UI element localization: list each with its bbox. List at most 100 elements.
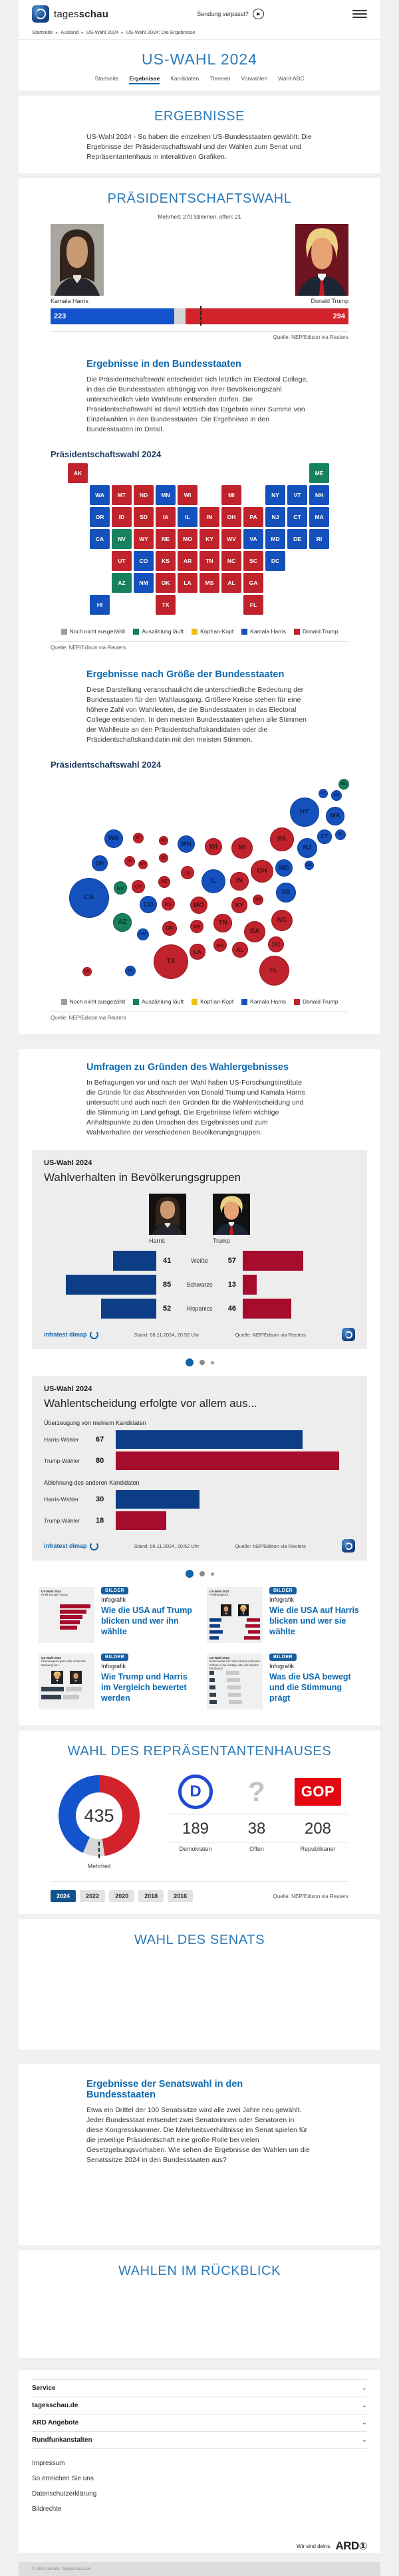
state-tile-NM[interactable]: NM (134, 573, 154, 593)
state-tile-CO[interactable]: CO (134, 551, 154, 571)
state-tile-OR[interactable]: OR (90, 507, 110, 527)
state-bubble-SD[interactable]: SD (158, 853, 169, 863)
state-bubble-WI[interactable]: WI (205, 838, 222, 855)
footer-accordion-tagesschaude[interactable]: tagesschau.de ⌄ (32, 2397, 367, 2414)
state-bubble-LA[interactable]: LA (190, 944, 205, 960)
state-tile-NE[interactable]: NE (156, 529, 176, 549)
state-tile-CA[interactable]: CA (90, 529, 110, 549)
state-bubble-AZ[interactable]: AZ (113, 913, 132, 932)
tab-ergebnisse[interactable]: Ergebnisse (129, 75, 160, 84)
state-tile-FL[interactable]: FL (243, 595, 263, 615)
state-bubble-MA[interactable]: MA (326, 807, 344, 825)
tab-kandidaten[interactable]: Kandidaten (170, 75, 200, 82)
state-tile-OH[interactable]: OH (221, 507, 241, 527)
state-tile-OK[interactable]: OK (156, 573, 176, 593)
state-tile-NH[interactable]: NH (309, 485, 329, 505)
breadcrumb-link[interactable]: Startseite (32, 29, 53, 35)
breadcrumb-link[interactable]: US-Wahl 2024 (86, 29, 119, 35)
state-bubble-WV[interactable]: WV (252, 894, 264, 906)
state-tile-VA[interactable]: VA (243, 529, 263, 549)
carousel-dot[interactable] (199, 1360, 205, 1365)
state-tile-HI[interactable]: HI (90, 595, 110, 615)
state-bubble-TN[interactable]: TN (213, 914, 232, 932)
state-tile-MT[interactable]: MT (112, 485, 132, 505)
state-tile-AZ[interactable]: AZ (112, 573, 132, 593)
teaser-item[interactable]: US-Wahl 2024 Profil Donald Trump BILDER Inf… (39, 1587, 192, 1643)
state-tile-KS[interactable]: KS (156, 551, 176, 571)
state-bubble-MS[interactable]: MS (213, 938, 227, 952)
state-bubble-MI[interactable]: MI (231, 837, 253, 859)
carousel-dot[interactable] (210, 1360, 214, 1364)
year-tab-2024[interactable]: 2024 (51, 1890, 76, 1902)
state-tile-UT[interactable]: UT (112, 551, 132, 571)
state-tile-SD[interactable]: SD (134, 507, 154, 527)
tab-startseite[interactable]: Startseite (94, 75, 119, 82)
state-tile-WV[interactable]: WV (221, 529, 241, 549)
teaser-item[interactable]: US-Wahl 2024 Profilvergleich BILDER Infogra… (207, 1587, 360, 1643)
state-tile-GA[interactable]: GA (243, 573, 263, 593)
state-bubble-NE[interactable]: NE (158, 875, 171, 889)
state-tile-IL[interactable]: IL (178, 507, 198, 527)
state-bubble-NV[interactable]: NV (114, 881, 127, 895)
footer-link-soerreichensieuns[interactable]: So erreichen Sie uns (32, 2475, 94, 2482)
state-bubble-CA[interactable]: CA (68, 877, 110, 918)
menu-icon[interactable] (352, 10, 367, 18)
state-bubble-WY[interactable]: WY (138, 859, 148, 870)
state-tile-IA[interactable]: IA (156, 507, 176, 527)
state-bubble-CT[interactable]: CT (317, 829, 332, 844)
footer-link-datenschutzerklrung[interactable]: Datenschutzerklärung (32, 2490, 97, 2498)
state-tile-TN[interactable]: TN (200, 551, 219, 571)
state-tile-WI[interactable]: WI (178, 485, 198, 505)
state-bubble-AK[interactable]: AK (82, 966, 92, 977)
state-tile-CT[interactable]: CT (287, 507, 307, 527)
state-bubble-ME[interactable]: ME (338, 778, 350, 790)
state-tile-AL[interactable]: AL (221, 573, 241, 593)
infographic-demographics[interactable]: US-Wahl 2024 Wahlverhalten in Bevölkerun… (32, 1150, 367, 1349)
state-bubble-NY[interactable]: NY (290, 798, 319, 827)
state-bubble-ND[interactable]: ND (158, 835, 169, 846)
footer-accordion-rundfunkanstalten[interactable]: Rundfunkanstalten ⌄ (32, 2431, 367, 2449)
tagesschau-logo[interactable]: tagesschau (32, 5, 108, 23)
sendung-verpasst-link[interactable]: Sendung verpasst? ▶ (197, 9, 264, 19)
state-tile-AR[interactable]: AR (178, 551, 198, 571)
state-tile-NY[interactable]: NY (265, 485, 285, 505)
state-tile-NJ[interactable]: NJ (265, 507, 285, 527)
state-bubble-FL[interactable]: FL (259, 955, 289, 986)
footer-accordion-ardangebote[interactable]: ARD Angebote ⌄ (32, 2414, 367, 2431)
state-bubble-IL[interactable]: IL (201, 869, 225, 893)
tab-vorwahlen[interactable]: Vorwahlen (241, 75, 268, 82)
breadcrumb-link[interactable]: US-Wahl 2024: Die Ergebnisse (126, 29, 196, 35)
breadcrumb-link[interactable]: Ausland (61, 29, 79, 35)
carousel-dot[interactable] (199, 1571, 205, 1576)
state-bubble-OR[interactable]: OR (92, 855, 108, 871)
state-bubble-AR[interactable]: AR (190, 920, 203, 933)
state-bubble-PA[interactable]: PA (270, 827, 294, 851)
state-bubble-NM[interactable]: NM (136, 928, 150, 941)
teaser-item[interactable]: US-Wahl 2024 Überwiegend gute oder schlec… (39, 1654, 192, 1709)
state-bubble-UT[interactable]: UT (132, 880, 145, 893)
state-bubble-NH[interactable]: NH (331, 790, 342, 802)
state-bubble-IN[interactable]: IN (230, 872, 249, 891)
teaser-item[interactable]: US-Wahl 2024 Entscheidet sich das Land au… (207, 1654, 360, 1709)
state-tile-WY[interactable]: WY (134, 529, 154, 549)
state-tile-LA[interactable]: LA (178, 573, 198, 593)
state-bubble-NC[interactable]: NC (271, 909, 293, 932)
infographic-decision[interactable]: US-Wahl 2024 Wahlentscheidung erfolgte v… (32, 1376, 367, 1560)
state-tile-ME[interactable]: ME (309, 463, 329, 483)
state-tile-MA[interactable]: MA (309, 507, 329, 527)
footer-link-impressum[interactable]: Impressum (32, 2460, 65, 2467)
state-bubble-MN[interactable]: MN (178, 835, 195, 853)
footer-accordion-service[interactable]: Service ⌄ (32, 2379, 367, 2397)
state-bubble-RI[interactable]: RI (334, 829, 346, 841)
state-tile-DC[interactable]: DC (265, 551, 285, 571)
state-bubble-HI[interactable]: HI (124, 965, 136, 977)
state-bubble-NJ[interactable]: NJ (297, 837, 318, 859)
state-tile-NV[interactable]: NV (112, 529, 132, 549)
state-bubble-MD[interactable]: MD (275, 859, 293, 877)
state-bubble-KY[interactable]: KY (231, 897, 247, 913)
state-bubble-SC[interactable]: SC (267, 936, 285, 953)
state-bubble-CO[interactable]: CO (140, 896, 157, 913)
state-bubble-TX[interactable]: TX (154, 944, 188, 979)
state-tile-SC[interactable]: SC (243, 551, 263, 571)
carousel-dot[interactable] (185, 1570, 194, 1578)
